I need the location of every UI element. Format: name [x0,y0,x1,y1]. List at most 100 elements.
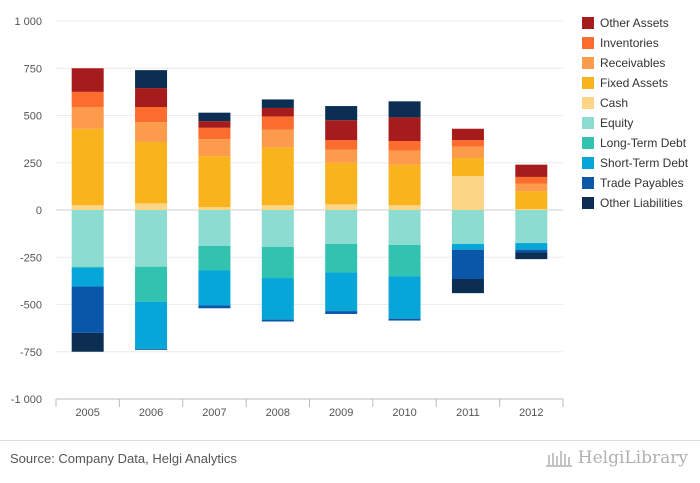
bar-fixed-assets-2011 [451,158,484,176]
legend-swatch [582,57,594,69]
bar-cash-2005 [71,205,104,210]
bar-equity-2007 [198,210,231,246]
bar-other-liabilities-2010 [388,101,421,118]
y-tick-label: -1 000 [11,394,42,406]
bar-equity-2005 [71,210,104,267]
bar-receivables-2010 [388,150,421,165]
y-tick-label: -750 [20,347,42,359]
bar-other-liabilities-2012 [515,252,548,260]
bar-trade-payables-2009 [325,311,358,314]
bar-short-term-debt-2008 [261,278,294,320]
bar-short-term-debt-2006 [135,301,168,349]
bar-short-term-debt-2011 [451,244,484,250]
bar-fixed-assets-2009 [325,162,358,205]
x-tick-label: 2008 [266,407,290,419]
bar-other-liabilities-2009 [325,106,358,121]
legend-label: Cash [600,96,629,110]
bar-fixed-assets-2008 [261,147,294,206]
bar-cash-2009 [325,204,358,210]
bar-short-term-debt-2007 [198,270,231,306]
bar-other-liabilities-2007 [198,112,231,122]
bar-other-assets-2008 [261,107,294,117]
legend-label: Other Assets [600,16,669,30]
legend-swatch [582,177,594,189]
source-note: Source: Company Data, Helgi Analytics [10,451,237,466]
bar-cash-2006 [135,203,168,210]
legend-item-equity[interactable]: Equity [582,116,688,130]
bar-cash-2011 [451,175,484,210]
legend-label: Fixed Assets [600,76,669,90]
bar-long-term-debt-2007 [198,245,231,271]
legend-swatch [582,117,594,129]
legend-label: Inventories [600,36,659,50]
x-tick-label: 2007 [202,407,226,419]
y-tick-label: 1 000 [14,16,42,28]
bar-receivables-2005 [71,106,104,129]
legend-item-short-term-debt[interactable]: Short-Term Debt [582,156,688,170]
bar-other-liabilities-2011 [451,278,484,294]
library-logo-icon [545,451,572,467]
bar-short-term-debt-2009 [325,272,358,312]
legend-swatch [582,137,594,149]
bar-receivables-2007 [198,139,231,157]
bar-equity-2006 [135,210,168,267]
bar-other-assets-2009 [325,120,358,141]
brand-name: HelgiLibrary [577,448,688,468]
bar-receivables-2012 [515,183,548,192]
bar-inventories-2006 [135,106,168,123]
bar-other-assets-2006 [135,88,168,107]
legend-label: Other Liabilities [600,196,683,210]
bar-equity-2012 [515,210,548,244]
x-tick-label: 2009 [329,407,353,419]
bar-inventories-2008 [261,116,294,130]
x-tick-label: 2011 [456,407,480,419]
bar-fixed-assets-2007 [198,156,231,208]
bar-cash-2008 [261,205,294,210]
footer-divider [0,440,700,441]
legend-swatch [582,97,594,109]
legend-swatch [582,197,594,209]
legend-label: Short-Term Debt [600,156,689,170]
bar-long-term-debt-2010 [388,244,421,277]
bar-inventories-2012 [515,176,548,184]
bar-equity-2008 [261,210,294,247]
bar-inventories-2010 [388,141,421,151]
bar-fixed-assets-2005 [71,128,104,206]
bar-cash-2007 [198,207,231,210]
bar-other-liabilities-2005 [71,332,104,352]
bar-inventories-2009 [325,140,358,150]
bar-fixed-assets-2010 [388,164,421,206]
legend-swatch [582,77,594,89]
bar-other-assets-2010 [388,117,421,142]
legend-item-trade-payables[interactable]: Trade Payables [582,176,688,190]
bar-other-assets-2011 [451,128,484,141]
legend-label: Receivables [600,56,666,70]
bar-equity-2009 [325,210,358,245]
legend-label: Equity [600,116,634,130]
legend-item-other-liabilities[interactable]: Other Liabilities [582,196,688,210]
bar-trade-payables-2005 [71,286,104,333]
bar-receivables-2008 [261,129,294,148]
bar-fixed-assets-2006 [135,141,168,204]
bar-short-term-debt-2010 [388,276,421,319]
y-tick-label: -500 [20,300,42,312]
bar-inventories-2007 [198,127,231,140]
bar-inventories-2005 [71,91,104,107]
legend-item-fixed-assets[interactable]: Fixed Assets [582,76,688,90]
legend-item-long-term-debt[interactable]: Long-Term Debt [582,136,688,150]
legend-item-inventories[interactable]: Inventories [582,36,688,50]
legend-item-cash[interactable]: Cash [582,96,688,110]
brand-logo[interactable]: HelgiLibrary [544,447,688,469]
x-tick-label: 2006 [139,407,163,419]
bar-receivables-2006 [135,122,168,142]
legend-swatch [582,37,594,49]
y-tick-label: -250 [20,252,42,264]
legend-item-other-assets[interactable]: Other Assets [582,16,688,30]
bar-inventories-2011 [451,140,484,147]
legend-item-receivables[interactable]: Receivables [582,56,688,70]
bar-equity-2011 [451,210,484,245]
bar-trade-payables-2007 [198,305,231,309]
bar-receivables-2011 [451,146,484,159]
y-tick-label: 250 [24,158,42,170]
bar-short-term-debt-2012 [515,243,548,250]
